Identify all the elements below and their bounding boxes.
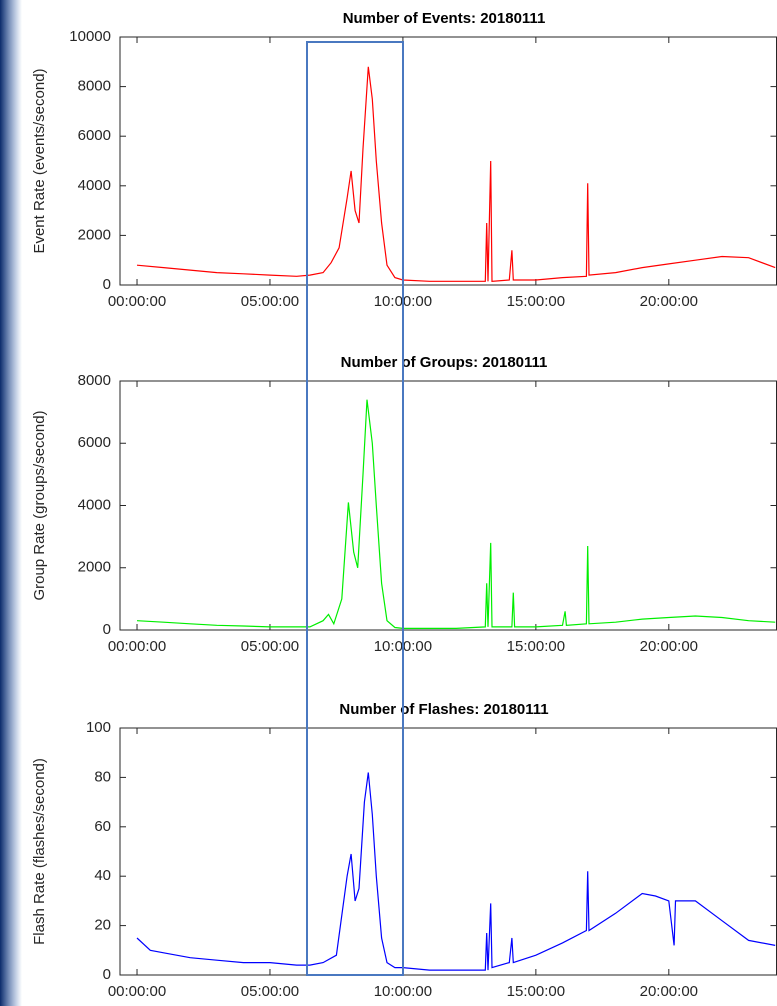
axes-box bbox=[119, 727, 777, 976]
x-tick-label: 20:00:00 bbox=[640, 638, 698, 655]
y-tick-label: 8000 bbox=[78, 372, 111, 389]
line bbox=[136, 399, 776, 629]
x-tick-label: 15:00:00 bbox=[507, 293, 565, 310]
y-axis-label: Group Rate (groups/second) bbox=[31, 410, 48, 600]
y-tick-label: 40 bbox=[94, 867, 111, 884]
y-tick-label: 8000 bbox=[78, 78, 111, 95]
y-tick-label: 0 bbox=[103, 966, 111, 983]
axes-box bbox=[119, 380, 777, 631]
y-tick-label: 60 bbox=[94, 818, 111, 835]
axes-box bbox=[119, 36, 777, 286]
y-axis-label: Flash Rate (flashes/second) bbox=[31, 758, 48, 945]
x-tick-label: 05:00:00 bbox=[241, 638, 299, 655]
x-tick-label: 20:00:00 bbox=[640, 293, 698, 310]
x-tick-label: 00:00:00 bbox=[108, 983, 166, 1000]
x-tick-label: 10:00:00 bbox=[374, 983, 432, 1000]
y-tick-label: 6000 bbox=[78, 434, 111, 451]
y-tick-label: 10000 bbox=[69, 28, 111, 45]
background-strip bbox=[0, 0, 22, 1006]
chart-title: Number of Events: 20180111 bbox=[343, 10, 546, 27]
x-tick-label: 05:00:00 bbox=[241, 293, 299, 310]
y-tick-label: 2000 bbox=[78, 559, 111, 576]
x-tick-label: 00:00:00 bbox=[108, 293, 166, 310]
y-tick-label: 4000 bbox=[78, 177, 111, 194]
y-tick-label: 80 bbox=[94, 768, 111, 785]
y-tick-label: 2000 bbox=[78, 226, 111, 243]
y-tick-label: 4000 bbox=[78, 496, 111, 513]
x-tick-label: 15:00:00 bbox=[507, 638, 565, 655]
y-tick-label: 0 bbox=[103, 276, 111, 293]
highlight-box bbox=[306, 41, 404, 976]
y-axis-label: Event Rate (events/second) bbox=[31, 68, 48, 253]
x-tick-label: 00:00:00 bbox=[108, 638, 166, 655]
chart-title: Number of Groups: 20180111 bbox=[341, 354, 548, 371]
x-tick-label: 15:00:00 bbox=[507, 983, 565, 1000]
x-tick-label: 20:00:00 bbox=[640, 983, 698, 1000]
y-tick-label: 6000 bbox=[78, 127, 111, 144]
x-tick-label: 05:00:00 bbox=[241, 983, 299, 1000]
y-tick-label: 20 bbox=[94, 917, 111, 934]
y-tick-label: 0 bbox=[103, 621, 111, 638]
chart-title: Number of Flashes: 20180111 bbox=[339, 701, 548, 718]
y-tick-label: 100 bbox=[86, 719, 111, 736]
